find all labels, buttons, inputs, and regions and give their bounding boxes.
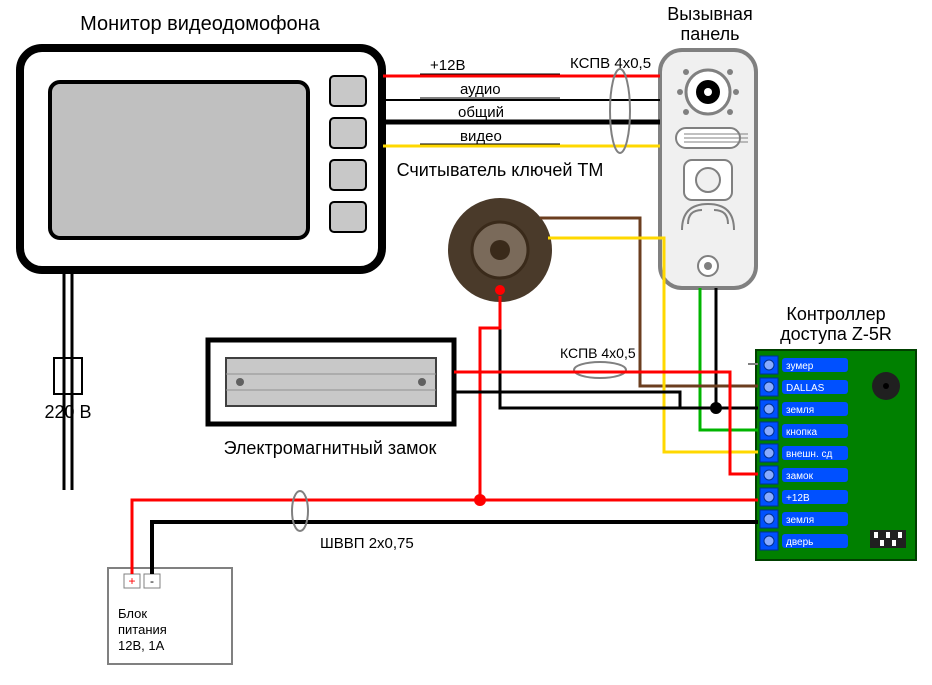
controller-terminal-label-1: DALLAS bbox=[786, 383, 825, 394]
controller-terminal-label-2: земля bbox=[786, 405, 814, 416]
psu-line2: питания bbox=[118, 622, 167, 637]
reader-led bbox=[495, 285, 505, 295]
lock-title: Электромагнитный замок bbox=[224, 438, 437, 458]
reader-title: Считыватель ключей ТМ bbox=[397, 160, 604, 180]
cable-bundle-mid bbox=[574, 362, 626, 378]
controller-terminal-label-8: дверь bbox=[786, 537, 813, 548]
svg-text:-: - bbox=[150, 574, 154, 588]
controller-terminal-label-6: +12В bbox=[786, 493, 810, 504]
top-wires bbox=[383, 74, 660, 146]
psu-wires bbox=[132, 500, 758, 574]
wire-label-common: общий bbox=[458, 104, 504, 121]
panel-title-line1: Вызывная bbox=[667, 4, 752, 24]
wire-label-12v: +12В bbox=[430, 57, 465, 74]
controller-device: зумер DALLAS земля кнопка внешн. сд замок +12В… bbox=[756, 350, 916, 560]
mains-label: 220 В bbox=[44, 402, 91, 422]
controller-terminal-label-7: земля bbox=[786, 515, 814, 526]
controller-terminal-label-3: кнопка bbox=[786, 427, 817, 438]
psu-line3: 12В, 1А bbox=[118, 638, 165, 653]
cable-label-bot: ШВВП 2x0,75 bbox=[320, 535, 414, 552]
em-lock-device bbox=[208, 340, 454, 424]
controller-terminal-label-0: зумер bbox=[786, 361, 814, 372]
wire-label-video: видео bbox=[460, 128, 502, 145]
monitor-device bbox=[20, 48, 382, 270]
mains-wire bbox=[54, 270, 82, 490]
svg-text:+: + bbox=[128, 574, 135, 588]
monitor-title: Монитор видеодомофона bbox=[80, 13, 321, 35]
wire-label-audio: аудио bbox=[460, 81, 501, 98]
wiring-diagram: Монитор видеодомофона Вызывная панель bbox=[0, 0, 932, 685]
controller-terminal-label-5: замок bbox=[786, 471, 814, 482]
psu-line1: Блок bbox=[118, 606, 147, 621]
controller-title-line2: доступа Z-5R bbox=[780, 324, 892, 344]
cable-label-mid: КСПВ 4x0,5 bbox=[560, 345, 636, 361]
call-panel-device bbox=[660, 50, 756, 288]
tm-reader-device bbox=[448, 198, 552, 302]
cable-label-top: КСПВ 4x0,5 bbox=[570, 55, 651, 72]
controller-title-line1: Контроллер bbox=[786, 304, 885, 324]
panel-title-line2: панель bbox=[681, 24, 740, 44]
cable-bundle-bot bbox=[292, 491, 308, 531]
cable-bundle-top bbox=[610, 69, 630, 153]
controller-terminal-label-4: внешн. сд bbox=[786, 449, 832, 460]
